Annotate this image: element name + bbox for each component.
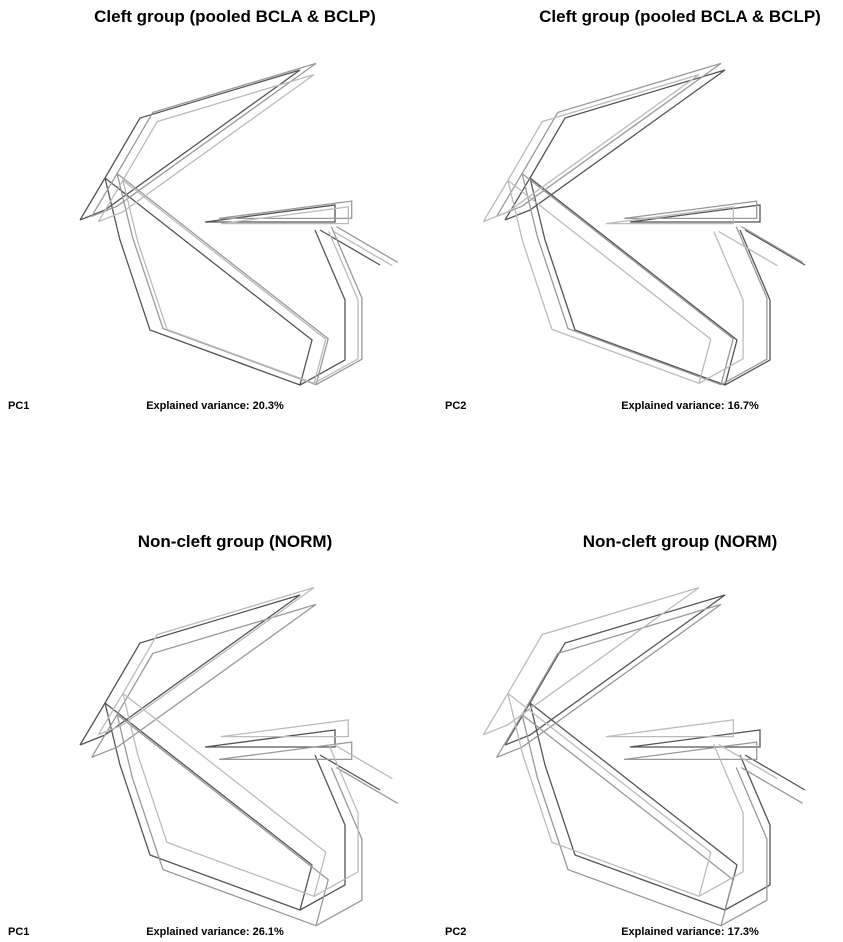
shape-outline: [605, 719, 734, 738]
shape-outline: [624, 741, 758, 761]
shape-outline: [220, 206, 349, 225]
shape-outline: [97, 586, 315, 736]
shape-outline: [724, 229, 771, 386]
shape-outline: [744, 229, 806, 266]
shape-outline: [220, 719, 349, 738]
shape-outline: [333, 230, 393, 267]
shape-outline: [122, 179, 327, 385]
shape-outline: [91, 62, 317, 218]
shape-outline: [122, 692, 327, 898]
shape-outline: [482, 73, 700, 223]
panel: Non-cleft group (NORM) PC2 Explained varia…: [445, 532, 806, 938]
pc-label: PC1: [8, 400, 29, 412]
shape-outline: [104, 702, 313, 911]
shape-outline: [313, 231, 359, 384]
shape-outline: [315, 767, 363, 927]
shape-outline: [116, 173, 329, 386]
shape-outline: [718, 230, 778, 267]
panel: Cleft group (pooled BCLA & BCLP) PC2 Expla…: [445, 7, 821, 412]
shape-outline: [605, 206, 734, 225]
panel: Cleft group (pooled BCLA & BCLP) PC1 Expla…: [8, 7, 398, 412]
shape-outline: [204, 729, 336, 748]
shape-outline: [336, 226, 398, 263]
shape-outline: [629, 729, 761, 748]
panel-title: Non-cleft group (NORM): [583, 532, 778, 551]
pc-label: PC2: [445, 400, 466, 412]
shape-outline: [507, 179, 712, 385]
shape-outline: [529, 702, 738, 911]
shape-outline: [507, 692, 712, 898]
shape-outline: [629, 204, 761, 223]
shape-outline: [104, 177, 313, 386]
shape-outline: [504, 594, 726, 746]
shape-outline: [744, 754, 806, 791]
shape-outline: [299, 754, 346, 911]
shape-outline: [336, 767, 398, 804]
shape-outline: [219, 200, 353, 220]
panel-title: Cleft group (pooled BCLA & BCLP): [539, 7, 821, 26]
shape-outline: [299, 229, 346, 386]
shape-outline: [504, 69, 726, 221]
shape-outline: [482, 586, 700, 736]
shape-outline: [741, 767, 803, 804]
shape-outline: [204, 204, 336, 223]
shape-outline: [333, 743, 393, 780]
shape-outline: [698, 744, 744, 897]
shape-outline: [529, 177, 738, 386]
shape-outline: [720, 767, 768, 927]
shape-outline: [624, 200, 758, 220]
shape-outline: [720, 226, 768, 386]
shape-outline: [724, 754, 771, 911]
shape-outline: [496, 603, 722, 759]
shape-outline: [319, 754, 381, 791]
shape-outline: [313, 744, 359, 897]
variance-label: Explained variance: 16.7%: [621, 400, 759, 412]
shape-outline: [718, 743, 778, 780]
shape-outline: [116, 714, 329, 927]
shape-outline: [521, 714, 734, 927]
panel-title: Non-cleft group (NORM): [138, 532, 333, 551]
pc-label: PC1: [8, 926, 29, 938]
pc-label: PC2: [445, 926, 466, 938]
shape-outline: [741, 226, 803, 263]
variance-label: Explained variance: 17.3%: [621, 926, 759, 938]
shape-outline: [521, 173, 734, 386]
shape-outline: [79, 69, 301, 221]
shape-outline: [315, 226, 363, 386]
shape-outline: [79, 594, 301, 746]
variance-label: Explained variance: 20.3%: [146, 400, 284, 412]
shape-outline: [219, 741, 353, 761]
shape-outline: [496, 62, 722, 218]
shape-outline: [97, 73, 315, 223]
panel: Non-cleft group (NORM) PC1 Explained varia…: [8, 532, 398, 938]
variance-label: Explained variance: 26.1%: [146, 926, 284, 938]
shape-outline: [91, 603, 317, 759]
shape-outline: [698, 231, 744, 384]
panel-title: Cleft group (pooled BCLA & BCLP): [94, 7, 376, 26]
